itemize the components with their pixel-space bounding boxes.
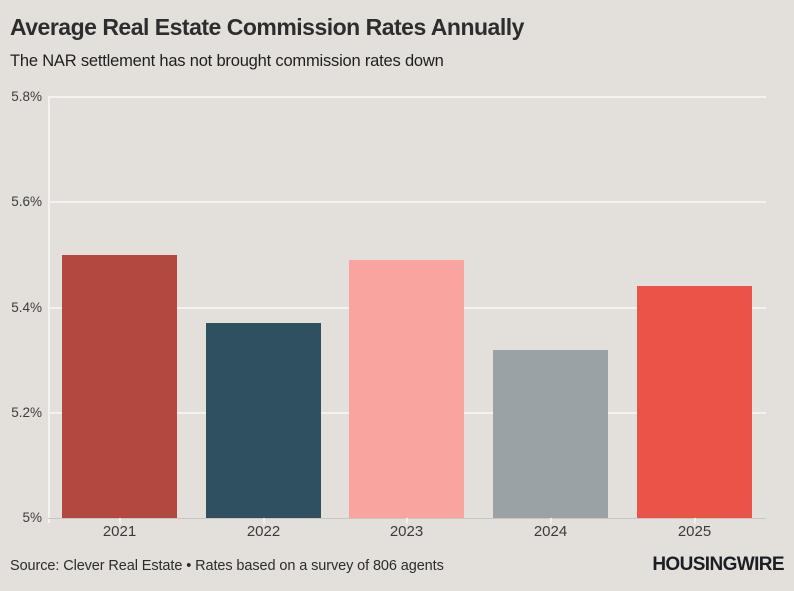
x-axis-tick bbox=[693, 518, 696, 524]
x-axis-label-2025: 2025 bbox=[677, 523, 712, 540]
x-axis-tick bbox=[549, 518, 552, 524]
x-axis-label-2022: 2022 bbox=[246, 523, 281, 540]
y-axis-tick-label: 5.2% bbox=[11, 404, 42, 420]
bar-2021 bbox=[62, 254, 177, 518]
x-axis-label-2021: 2021 bbox=[102, 523, 137, 540]
bar-2023 bbox=[349, 260, 464, 518]
bar-2024 bbox=[493, 349, 608, 518]
x-axis-tick bbox=[262, 518, 265, 524]
housingwire-logo: HOUSINGWIRE bbox=[652, 554, 784, 575]
chart-subtitle: The NAR settlement has not brought commi… bbox=[10, 52, 444, 70]
x-axis-tick bbox=[118, 518, 121, 524]
y-axis-tick-label: 5% bbox=[22, 510, 42, 525]
y-axis-line bbox=[48, 97, 50, 523]
chart-title: Average Real Estate Commission Rates Ann… bbox=[10, 14, 524, 40]
source-note: Source: Clever Real Estate • Rates based… bbox=[10, 558, 444, 574]
y-axis-tick-label: 5.8% bbox=[11, 89, 42, 104]
bar-2022 bbox=[206, 323, 321, 518]
x-axis-tick bbox=[405, 518, 408, 524]
gridline-5.8% bbox=[48, 96, 766, 98]
bar-2025 bbox=[637, 286, 752, 518]
y-axis-tick-label: 5.6% bbox=[11, 194, 42, 210]
gridline-5.6% bbox=[48, 201, 766, 204]
y-axis-tick-label: 5.4% bbox=[11, 299, 42, 315]
x-axis-label-2024: 2024 bbox=[533, 523, 568, 540]
x-axis-label-2023: 2023 bbox=[389, 523, 424, 540]
plot-area: 5.8% 5.6% 5.4% 5.2% 5% 2021 2022 2023 2024 2025 bbox=[11, 89, 766, 540]
